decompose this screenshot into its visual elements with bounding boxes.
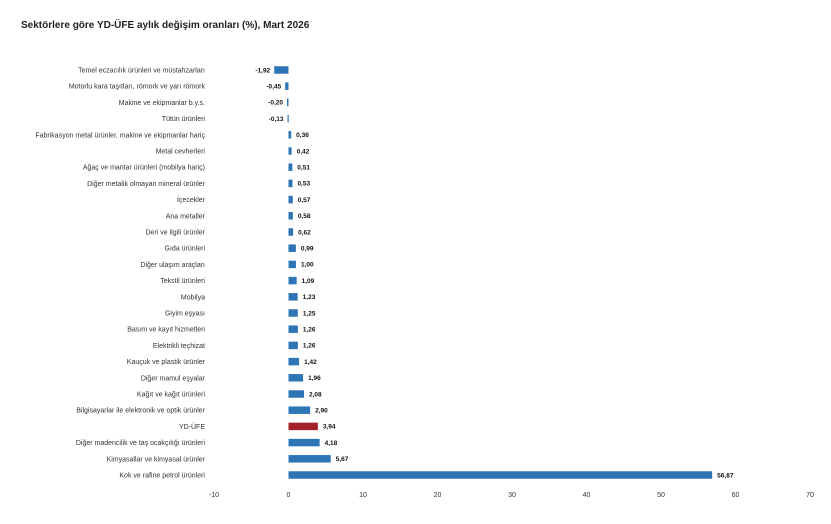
value-label: 1,26 bbox=[303, 327, 316, 334]
category-label: Deri ve ilgili ürünler bbox=[145, 230, 205, 237]
x-tick-label: 20 bbox=[434, 492, 442, 499]
bar-22 bbox=[288, 422, 318, 431]
bar-17 bbox=[288, 341, 298, 350]
x-tick-label: 50 bbox=[657, 492, 665, 499]
category-label: Diğer metalik olmayan mineral ürünler bbox=[87, 181, 206, 188]
value-label: 1,26 bbox=[303, 343, 316, 350]
value-label: 0,57 bbox=[298, 197, 311, 204]
bar-6 bbox=[288, 163, 293, 171]
bar-23 bbox=[288, 438, 320, 447]
value-label: -0,45 bbox=[266, 84, 281, 91]
value-label: -1,92 bbox=[255, 67, 270, 74]
bar-3 bbox=[287, 114, 289, 123]
bar-21 bbox=[288, 406, 311, 414]
bar-5 bbox=[288, 147, 292, 155]
category-label: Kok ve rafine petrol ürünleri bbox=[119, 473, 205, 480]
value-label: 0,51 bbox=[297, 165, 310, 172]
x-tick-label: 70 bbox=[806, 492, 814, 499]
value-label: 0,53 bbox=[297, 181, 310, 188]
bar-9 bbox=[288, 212, 293, 220]
value-label: 1,96 bbox=[308, 375, 321, 382]
category-label: Tütün ürünleri bbox=[162, 116, 206, 123]
category-label: Diğer mamul eşyalar bbox=[141, 375, 206, 382]
bar-7 bbox=[288, 179, 293, 188]
bar-18 bbox=[288, 357, 300, 366]
category-label: Kauçuk ve plastik ürünler bbox=[127, 359, 206, 366]
category-label: Kağıt ve kağıt ürünleri bbox=[137, 392, 206, 399]
bar-12 bbox=[288, 260, 296, 269]
bar-2 bbox=[287, 98, 289, 107]
category-label: Diğer ulaşım araçları bbox=[140, 262, 205, 269]
bar-25 bbox=[288, 471, 713, 479]
value-label: 0,36 bbox=[296, 132, 309, 139]
category-label: Elektrikli teçhizat bbox=[153, 343, 205, 350]
x-tick-label: 0 bbox=[287, 492, 291, 499]
bar-20 bbox=[288, 390, 304, 398]
value-label: 1,25 bbox=[303, 310, 316, 317]
bar-14 bbox=[288, 293, 298, 301]
bar-1 bbox=[285, 82, 289, 90]
bar-15 bbox=[288, 309, 298, 317]
bar-0 bbox=[274, 66, 289, 74]
x-tick-label: 60 bbox=[732, 492, 740, 499]
bar-8 bbox=[288, 195, 293, 204]
category-label: Giyim eşyası bbox=[165, 311, 205, 318]
category-label: Metal cevherleri bbox=[156, 149, 206, 156]
x-tick-label: 30 bbox=[508, 492, 516, 499]
value-label: 0,58 bbox=[298, 213, 311, 220]
value-label: -0,20 bbox=[268, 100, 283, 107]
value-label: 1,00 bbox=[301, 262, 314, 269]
category-label: Makine ve ekipmanlar b.y.s. bbox=[119, 100, 205, 107]
bar-4 bbox=[288, 131, 292, 139]
bar-11 bbox=[288, 244, 296, 252]
x-tick-label: -10 bbox=[209, 492, 219, 499]
value-label: 5,67 bbox=[336, 456, 349, 463]
value-label: -0,13 bbox=[269, 116, 284, 123]
bar-16 bbox=[288, 325, 298, 333]
bar-13 bbox=[288, 276, 297, 285]
category-label: İçecekler bbox=[177, 195, 206, 204]
category-label: Mobilya bbox=[181, 294, 205, 301]
category-label: Temel eczacılık ürünleri ve müstahzarlar… bbox=[78, 68, 205, 75]
value-label: 4,18 bbox=[325, 440, 338, 447]
value-label: 56,87 bbox=[717, 472, 734, 479]
x-tick-label: 10 bbox=[359, 492, 367, 499]
value-label: 2,08 bbox=[309, 391, 322, 398]
value-label: 1,42 bbox=[304, 359, 317, 366]
bar-19 bbox=[288, 374, 304, 382]
category-label: Gıda ürünleri bbox=[165, 246, 206, 253]
x-tick-label: 40 bbox=[583, 492, 591, 499]
value-label: 1,23 bbox=[303, 294, 316, 301]
category-label: Kimyasallar ve kimyasal ürünler bbox=[107, 456, 206, 463]
category-label: Fabrikasyon metal ürünler, makine ve eki… bbox=[35, 132, 205, 139]
category-label: Basım ve kayıt hizmetleri bbox=[127, 327, 205, 334]
chart-title: Sektörlere göre YD-ÜFE aylık değişim ora… bbox=[21, 20, 310, 31]
category-label: Ağaç ve mantar ürünleri (mobilya hariç) bbox=[83, 165, 205, 172]
bar-10 bbox=[288, 228, 294, 236]
value-label: 2,90 bbox=[315, 408, 328, 415]
category-label: Tekstil ürünleri bbox=[160, 278, 205, 285]
bar-24 bbox=[288, 455, 331, 463]
value-label: 0,42 bbox=[297, 148, 310, 155]
value-label: 0,99 bbox=[301, 246, 314, 253]
value-label: 3,94 bbox=[323, 424, 336, 431]
category-label: Diğer madencilik ve taş ocakçılığı ürünl… bbox=[76, 440, 206, 447]
value-label: 1,09 bbox=[302, 278, 315, 285]
category-label: Ana metaller bbox=[166, 213, 206, 220]
value-label: 0,62 bbox=[298, 229, 311, 236]
category-label: Bilgisayarlar ile elektronik ve optik ür… bbox=[76, 408, 205, 415]
category-label: Motorlu kara taşıtları, römork ve yarı r… bbox=[69, 84, 206, 91]
category-label: YD-ÜFE bbox=[179, 423, 205, 431]
